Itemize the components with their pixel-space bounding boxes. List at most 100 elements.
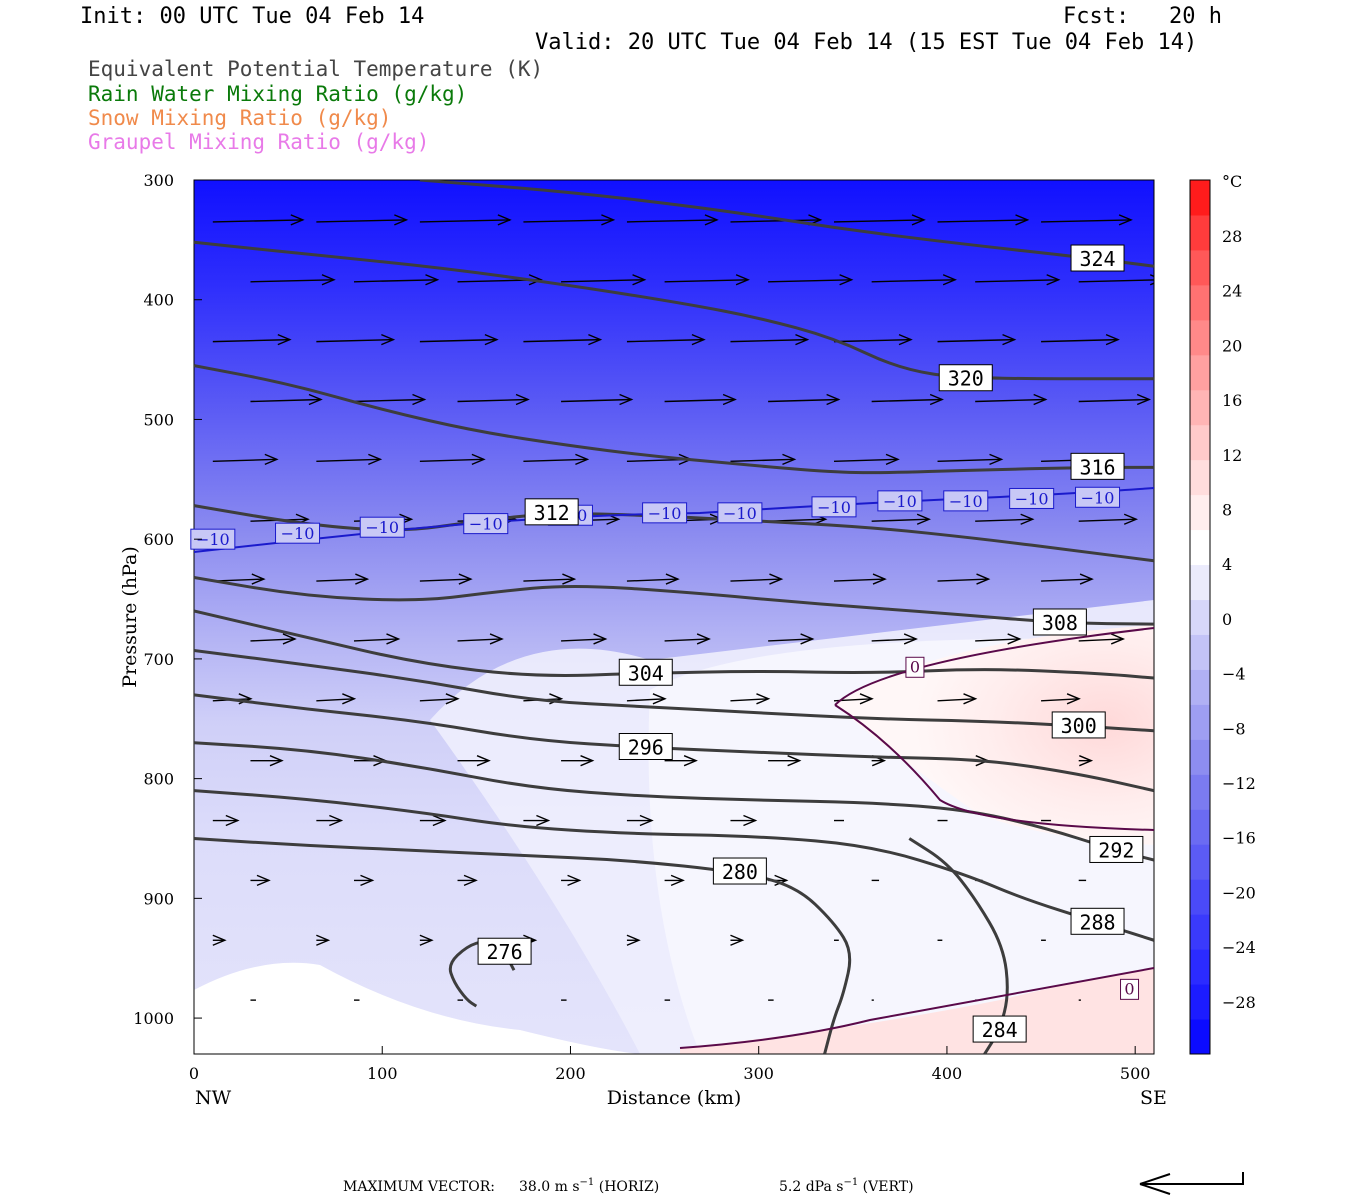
- wind-vector: [833, 219, 925, 223]
- colorbar-swatch: [1190, 879, 1210, 915]
- wind-vector: [730, 338, 808, 343]
- wind-vector-head: [432, 814, 447, 827]
- wind-vector-head: [696, 633, 711, 645]
- wind-vector-head: [269, 755, 284, 767]
- colorbar-swatch: [1190, 319, 1210, 356]
- wind-vector: [664, 638, 710, 642]
- contour-label-box: [712, 857, 767, 885]
- isotherm-label-minus10: −10: [1015, 489, 1049, 508]
- x-tick-label: 100: [367, 1064, 398, 1083]
- wind-vector-head: [419, 934, 434, 946]
- wind-vector-head: [885, 453, 900, 466]
- colorbar-tick-label: 24: [1222, 282, 1242, 301]
- wind-vector: [937, 219, 1028, 223]
- wind-vector-head: [683, 755, 698, 767]
- wind-vector: [250, 638, 296, 642]
- contour-label: 324: [1079, 247, 1115, 271]
- wind-vector-head: [619, 393, 634, 406]
- theta-e-contour-280: [194, 836, 852, 1054]
- wind-vector-head: [489, 633, 504, 645]
- wind-vector-head: [916, 513, 931, 525]
- colorbar-swatch: [1190, 704, 1210, 740]
- wind-vector-head: [704, 214, 719, 226]
- wind-vector-head: [976, 573, 991, 585]
- wind-vector: [871, 638, 917, 642]
- x-tick-label: 400: [932, 1064, 963, 1083]
- wind-vector: [419, 338, 497, 343]
- wind-vector: [212, 338, 290, 343]
- y-tick-label: 500: [143, 410, 174, 429]
- contour-label-box: [1070, 907, 1125, 935]
- contour-label-box: [1032, 608, 1087, 636]
- isotherm-label-box: [811, 496, 857, 518]
- wind-vector-head: [463, 874, 478, 887]
- wind-vector-head: [256, 874, 271, 887]
- wind-vector: [937, 338, 1015, 343]
- wind-vector: [975, 279, 1059, 283]
- contour-label-box: [972, 1015, 1027, 1043]
- wind-vector: [730, 698, 769, 702]
- shading: [194, 180, 1154, 1054]
- wind-vector-head: [898, 333, 913, 346]
- theta-e-contour-288: [194, 789, 1154, 942]
- horiz-max-vector: 38.0 m s−1 (HORIZ): [519, 1177, 659, 1195]
- legend-graupel: Graupel Mixing Ratio (g/kg): [88, 130, 430, 154]
- colorbar-swatch: [1190, 774, 1210, 810]
- wind-vector: [626, 698, 665, 702]
- colorbar-swatch: [1190, 739, 1210, 775]
- wind-vector: [768, 279, 852, 283]
- wind-vector: [1078, 518, 1137, 522]
- wind-vector-head: [1020, 513, 1035, 525]
- contour-label-box: [1089, 835, 1144, 863]
- wind-vector: [250, 398, 321, 403]
- contour-label-box: [618, 733, 673, 761]
- y-tick-label: 1000: [133, 1009, 174, 1028]
- wind-vector-head: [632, 274, 647, 286]
- theta-e-contour-320: [194, 240, 1154, 381]
- colorbar-swatch: [1190, 809, 1210, 845]
- colorbar-swatch: [1190, 180, 1210, 216]
- isotherm-label-box: [463, 513, 509, 535]
- wind-vectors: [212, 214, 1154, 1001]
- wind-vector: [419, 578, 471, 582]
- contour-label-box: [477, 937, 532, 965]
- isotherm-label-box: [1009, 487, 1055, 509]
- wind-vector-head: [1136, 393, 1152, 406]
- y-tick-label: 400: [143, 291, 174, 310]
- wind-vector-head: [826, 393, 841, 406]
- wind-vector-head: [1105, 333, 1120, 346]
- wind-vector-head: [562, 573, 577, 585]
- isotherm-label-minus10: −10: [281, 524, 315, 543]
- wind-vector-head: [445, 693, 460, 705]
- colorbar-swatch: [1190, 284, 1210, 321]
- contour-label: 280: [722, 860, 758, 884]
- colorbar-swatch: [1190, 389, 1210, 426]
- contour-label: 312: [534, 501, 570, 525]
- wind-vector-head: [412, 393, 427, 406]
- wind-vector-head: [800, 633, 815, 645]
- contour-label-box: [524, 498, 579, 526]
- colorbar-unit: °C: [1222, 172, 1242, 191]
- wind-vector: [1078, 638, 1124, 642]
- wind-vector: [626, 578, 678, 582]
- x-tick-label: 300: [743, 1064, 774, 1083]
- wind-vector-head: [872, 573, 887, 585]
- colorbar-tick-label: 20: [1222, 336, 1242, 355]
- wind-vector: [1041, 578, 1093, 582]
- wind-vector: [316, 338, 394, 343]
- wind-vector: [523, 338, 601, 343]
- wind-vector-head: [722, 393, 737, 406]
- isotherm-label-minus10: −10: [196, 530, 230, 549]
- wind-vector: [833, 578, 886, 582]
- y-tick-label: 900: [143, 889, 174, 908]
- wind-vector-head: [859, 693, 874, 705]
- wind-vector: [561, 398, 632, 403]
- colorbar-tick-label: −8: [1222, 719, 1246, 738]
- wind-vector: [212, 458, 277, 463]
- x-axis-right-end: SE: [1140, 1087, 1167, 1109]
- isotherm-label-minus10: −10: [1081, 488, 1115, 507]
- forecast-hour: Fcst: 20 h: [1063, 4, 1222, 29]
- wind-vector: [664, 279, 749, 283]
- colorbar-tick-label: −20: [1222, 883, 1256, 902]
